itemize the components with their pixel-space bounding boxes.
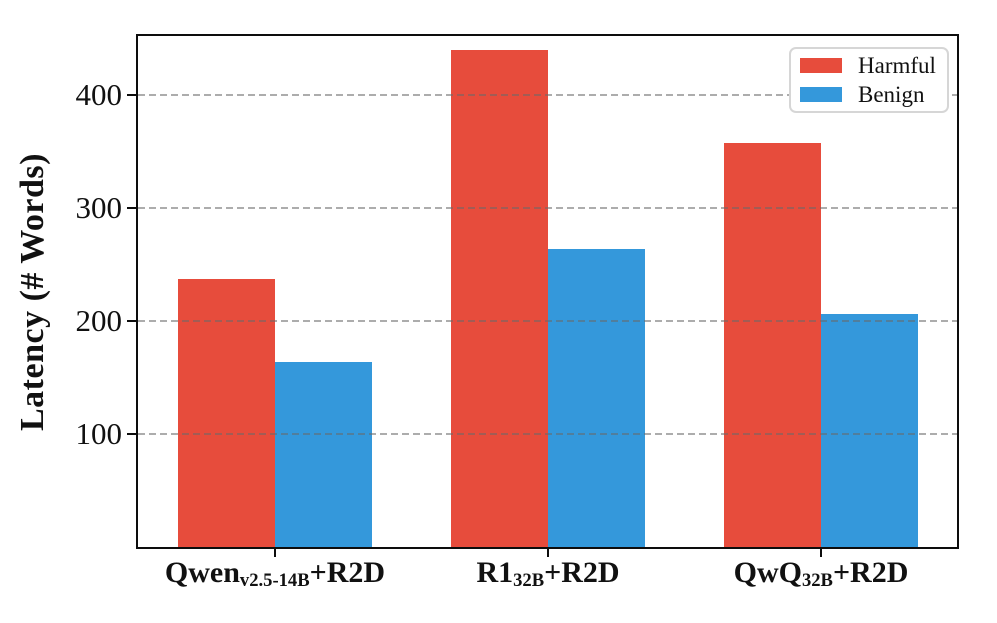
x-tick-label-qwen-v2-5-14b-r2d: Qwenv2.5-14B+R2D bbox=[164, 556, 386, 592]
bar-harmful-r1-32b-r2d bbox=[451, 50, 548, 547]
legend-label-harmful: Harmful bbox=[858, 53, 936, 78]
gridline-100 bbox=[138, 433, 957, 435]
x-tick-label-qwq-32b-r2d: QwQ32B+R2D bbox=[733, 556, 909, 592]
legend-label-benign: Benign bbox=[858, 82, 925, 107]
bars-layer bbox=[138, 36, 957, 547]
gridline-400 bbox=[138, 94, 957, 96]
gridlines-layer bbox=[138, 36, 957, 547]
legend-swatch-benign bbox=[800, 87, 842, 102]
plot-area bbox=[136, 34, 959, 549]
legend-item-harmful: Harmful bbox=[800, 53, 938, 78]
bar-harmful-qwq-32b-r2d bbox=[724, 143, 821, 547]
y-tick-mark-400 bbox=[127, 94, 136, 96]
gridline-300 bbox=[138, 207, 957, 209]
legend-swatch-harmful bbox=[800, 58, 842, 73]
x-tick-label-r1-32b-r2d: R132B+R2D bbox=[476, 556, 620, 592]
bar-benign-qwq-32b-r2d bbox=[821, 314, 918, 547]
gridline-200 bbox=[138, 320, 957, 322]
bar-harmful-qwen-v2-5-14b-r2d bbox=[178, 279, 275, 547]
bar-benign-qwen-v2-5-14b-r2d bbox=[275, 362, 372, 547]
y-tick-label-100: 100 bbox=[75, 416, 123, 451]
y-tick-mark-100 bbox=[127, 433, 136, 435]
x-tick-mark-0 bbox=[274, 549, 276, 557]
bar-benign-r1-32b-r2d bbox=[548, 249, 645, 547]
y-tick-label-400: 400 bbox=[75, 77, 123, 112]
y-tick-mark-200 bbox=[127, 320, 136, 322]
x-tick-mark-2 bbox=[820, 549, 822, 557]
x-tick-mark-1 bbox=[547, 549, 549, 557]
legend-item-benign: Benign bbox=[800, 82, 938, 107]
y-tick-mark-300 bbox=[127, 207, 136, 209]
y-tick-label-300: 300 bbox=[75, 190, 123, 225]
y-tick-label-200: 200 bbox=[75, 303, 123, 338]
legend: Harmful Benign bbox=[789, 47, 949, 113]
